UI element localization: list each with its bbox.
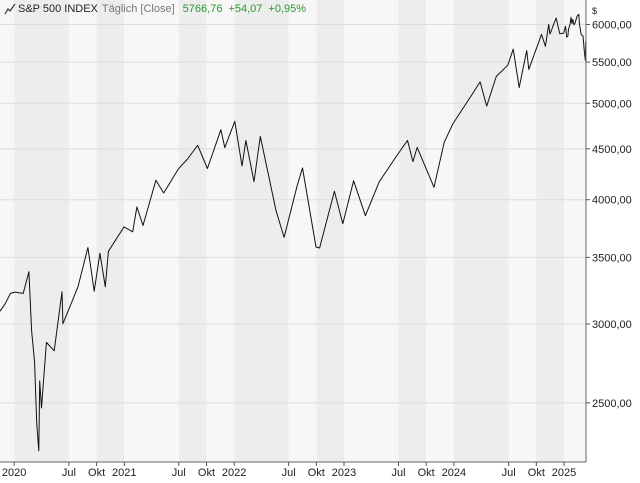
background-band xyxy=(316,0,345,462)
background-band xyxy=(234,0,289,462)
background-band xyxy=(96,0,125,462)
background-band xyxy=(508,0,537,462)
background-band xyxy=(398,0,427,462)
background-band xyxy=(14,0,69,462)
y-tick-label: 2500,00 xyxy=(592,398,632,410)
y-tick-label: 3000,00 xyxy=(592,319,632,331)
x-tick-label: Okt xyxy=(418,467,435,479)
instrument-name: S&P 500 INDEX xyxy=(18,3,98,15)
background-band xyxy=(178,0,207,462)
y-tick-label: 4500,00 xyxy=(592,144,632,156)
x-tick-label: 2021 xyxy=(112,467,136,479)
x-tick-label: Jul xyxy=(502,467,516,479)
y-tick-label: 6000,00 xyxy=(592,19,632,31)
x-tick-label: 2025 xyxy=(552,467,576,479)
x-tick-label: Okt xyxy=(308,467,325,479)
background-band xyxy=(536,0,565,462)
y-tick-label: 5000,00 xyxy=(592,98,632,110)
background-band xyxy=(288,0,317,462)
x-tick-label: Okt xyxy=(528,467,545,479)
background-band xyxy=(206,0,235,462)
background-band xyxy=(68,0,97,462)
background-band xyxy=(426,0,454,462)
x-tick-label: Okt xyxy=(88,467,105,479)
background-band xyxy=(124,0,179,462)
y-tick-label: 3500,00 xyxy=(592,252,632,264)
background-band xyxy=(453,0,509,462)
y-tick-label: 5500,00 xyxy=(592,57,632,69)
last-close-value: 5766,76 xyxy=(182,3,223,15)
x-tick-label: Jul xyxy=(391,467,405,479)
line-chart-icon xyxy=(4,3,16,15)
x-tick-label: Okt xyxy=(198,467,215,479)
chart-header: S&P 500 INDEX Täglich [Close] 5766,76 +54,0… xyxy=(4,3,306,17)
change-value: +54,07 xyxy=(228,3,263,15)
x-tick-label: Jul xyxy=(282,467,296,479)
x-tick-label: 2020 xyxy=(2,467,26,479)
currency-unit: $ xyxy=(592,6,598,16)
x-tick-label: Jul xyxy=(62,467,76,479)
y-tick-label: 4000,00 xyxy=(592,195,632,207)
background-band xyxy=(564,0,586,462)
x-tick-label: Jul xyxy=(172,467,186,479)
frequency-label: Täglich [Close] xyxy=(101,3,175,15)
price-line-series xyxy=(0,13,587,452)
x-tick-label: 2024 xyxy=(442,467,466,479)
background-band xyxy=(344,0,399,462)
background-band xyxy=(0,0,15,462)
x-tick-label: 2022 xyxy=(222,467,246,479)
change-percent: +0,95% xyxy=(268,3,307,15)
x-tick-label: 2023 xyxy=(332,467,356,479)
